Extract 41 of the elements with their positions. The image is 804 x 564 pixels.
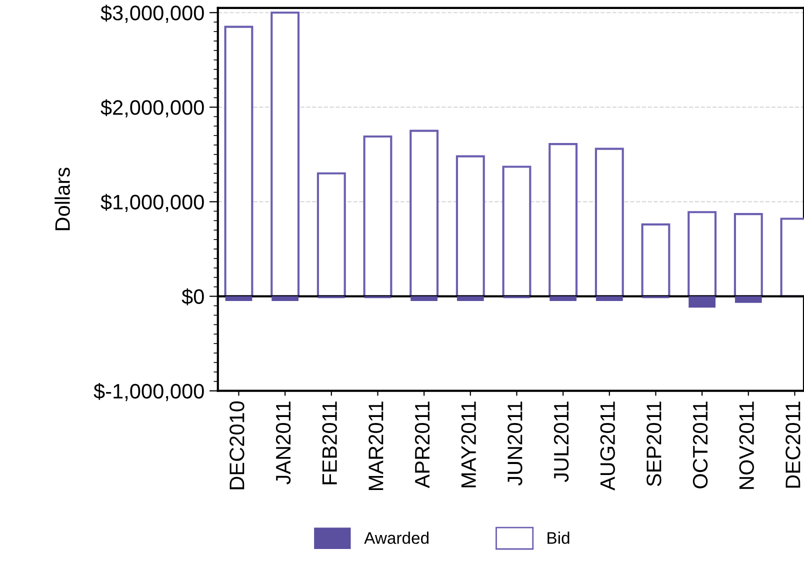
x-tick-label: OCT2011 xyxy=(692,402,708,488)
y-tick-label: $3,000,000 xyxy=(100,4,204,23)
bar xyxy=(272,296,299,302)
x-tick-label: APR2011 xyxy=(414,402,430,488)
x-tick-label: AUG2011 xyxy=(600,402,615,490)
y-axis-title: Dollars xyxy=(54,168,70,230)
y-tick-label: $2,000,000 xyxy=(100,99,204,118)
bar xyxy=(641,223,670,298)
x-tick-label: FEB2011 xyxy=(322,402,337,484)
bar xyxy=(548,143,578,298)
bar xyxy=(596,296,623,302)
x-tick-label: DEC2010 xyxy=(230,401,244,490)
bar xyxy=(456,296,484,302)
bar xyxy=(688,211,717,298)
bar xyxy=(550,296,577,302)
x-tick-label: MAY2011 xyxy=(461,402,476,488)
bar xyxy=(688,296,716,308)
legend-label: Bid xyxy=(548,532,570,544)
bar xyxy=(410,130,439,298)
y-tick-label: $1,000,000 xyxy=(100,194,204,212)
x-tick-label: SEP2011 xyxy=(646,402,662,486)
x-tick-label: JAN2011 xyxy=(276,402,291,484)
bar xyxy=(224,26,254,298)
x-tick-label: JUL2011 xyxy=(554,402,569,482)
bar xyxy=(410,296,438,302)
bar xyxy=(502,166,532,298)
bar xyxy=(225,296,252,302)
x-tick-label: MAR2011 xyxy=(368,402,384,490)
y-tick-label: $0 xyxy=(182,288,204,306)
x-tick-label: JUN2011 xyxy=(508,402,522,486)
y-tick-label: $-1,000,000 xyxy=(94,382,204,402)
bar xyxy=(594,148,624,298)
x-tick-label: DEC2011 xyxy=(786,402,800,488)
bar xyxy=(456,155,485,298)
bar xyxy=(363,135,392,298)
bar xyxy=(270,12,300,298)
bar xyxy=(734,212,763,298)
x-tick-label: NOV2011 xyxy=(739,402,754,489)
legend-label: Awarded xyxy=(364,532,428,544)
bar xyxy=(316,172,346,298)
bar xyxy=(734,296,762,303)
